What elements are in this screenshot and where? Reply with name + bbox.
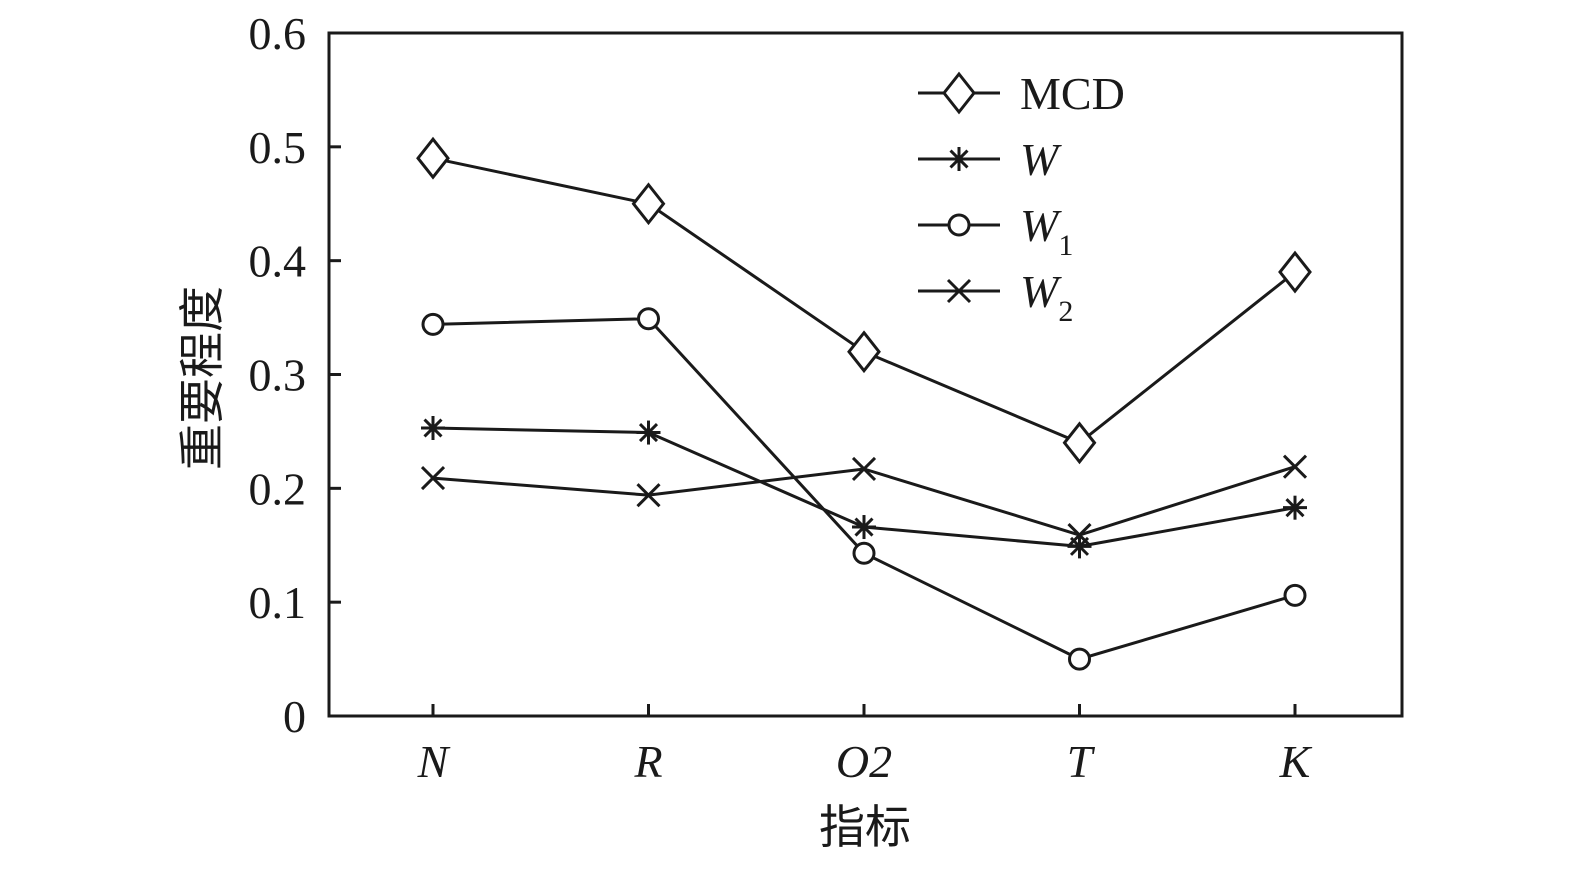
- circle-marker: [852, 541, 876, 565]
- diamond-marker: [942, 71, 976, 115]
- asterisk-stroke: [423, 418, 443, 438]
- x-axis-title: 指标: [819, 802, 911, 853]
- diamond-marker: [416, 136, 450, 180]
- cross-marker: [1282, 454, 1308, 479]
- legend-label: W1: [1020, 200, 1073, 262]
- cross-stroke: [636, 483, 661, 508]
- cross-marker: [851, 456, 877, 482]
- legend-label-main: W: [1020, 200, 1062, 251]
- asterisk-marker: [947, 147, 971, 171]
- x-tick-label: K: [1279, 736, 1313, 787]
- cross-stroke: [851, 456, 877, 482]
- diamond-marker: [847, 330, 881, 374]
- series-w: [421, 416, 1307, 559]
- y-tick-label: 0.4: [249, 236, 307, 287]
- series-line: [432, 156, 1296, 445]
- asterisk-marker: [636, 420, 661, 445]
- x-tick-label: T: [1067, 736, 1096, 787]
- asterisk-stroke: [638, 423, 659, 443]
- y-tick-label: 0: [283, 691, 306, 742]
- x-tick-label: R: [633, 736, 662, 787]
- circle-marker: [637, 307, 660, 331]
- asterisk-marker: [421, 416, 445, 441]
- legend-item: W: [918, 134, 1062, 185]
- legend-label: MCD: [1020, 68, 1125, 119]
- series-w2: [420, 454, 1308, 548]
- cross-marker: [946, 278, 972, 304]
- circle-marker: [1283, 583, 1307, 607]
- cross-marker: [636, 483, 661, 508]
- asterisk-marker: [1067, 534, 1092, 559]
- cross-stroke: [420, 466, 446, 491]
- y-tick-label: 0.6: [249, 8, 307, 59]
- legend-item: MCD: [918, 68, 1125, 119]
- y-axis: 0 0.1 0.2 0.3 0.4 0.5 0.6: [249, 8, 341, 742]
- asterisk-marker: [852, 515, 876, 540]
- asterisk-stroke: [949, 149, 969, 169]
- circle-marker: [1068, 647, 1091, 671]
- x-tick-label: O2: [836, 736, 892, 787]
- diamond-marker: [1062, 421, 1097, 465]
- circle-marker: [421, 312, 445, 336]
- legend-label-main: W: [1020, 134, 1062, 185]
- asterisk-marker: [1283, 495, 1307, 520]
- legend-label: W2: [1020, 266, 1073, 328]
- cross-marker: [1067, 522, 1092, 548]
- x-axis: N R O2 T K: [417, 704, 1313, 787]
- y-tick-label: 0.5: [249, 122, 307, 173]
- plot-frame: [327, 31, 1404, 718]
- cross-marker: [420, 466, 446, 491]
- y-axis-title: 重要程度: [177, 286, 228, 470]
- x-tick-label: N: [417, 736, 451, 787]
- cross-stroke: [946, 278, 972, 304]
- series-mcd: [416, 136, 1312, 465]
- legend-label-main: W: [1020, 266, 1062, 317]
- diamond-marker: [1278, 250, 1312, 294]
- circle-marker: [947, 213, 971, 237]
- y-tick-label: 0.1: [249, 577, 307, 628]
- y-tick-label: 0.3: [249, 350, 307, 401]
- series-w1: [421, 307, 1307, 671]
- legend-item: W1: [918, 200, 1073, 262]
- series-layer: [416, 136, 1312, 671]
- legend-item: W2: [918, 266, 1073, 328]
- legend-label: W: [1020, 134, 1062, 185]
- legend-label-subscript: 1: [1058, 229, 1073, 262]
- asterisk-stroke: [1285, 498, 1305, 518]
- legend-label-main: MCD: [1020, 68, 1125, 119]
- diamond-marker: [631, 182, 666, 226]
- cross-stroke: [1282, 454, 1308, 479]
- legend-label-subscript: 2: [1058, 295, 1073, 328]
- y-tick-label: 0.2: [249, 463, 307, 514]
- cross-stroke: [1067, 522, 1092, 548]
- asterisk-stroke: [854, 517, 874, 537]
